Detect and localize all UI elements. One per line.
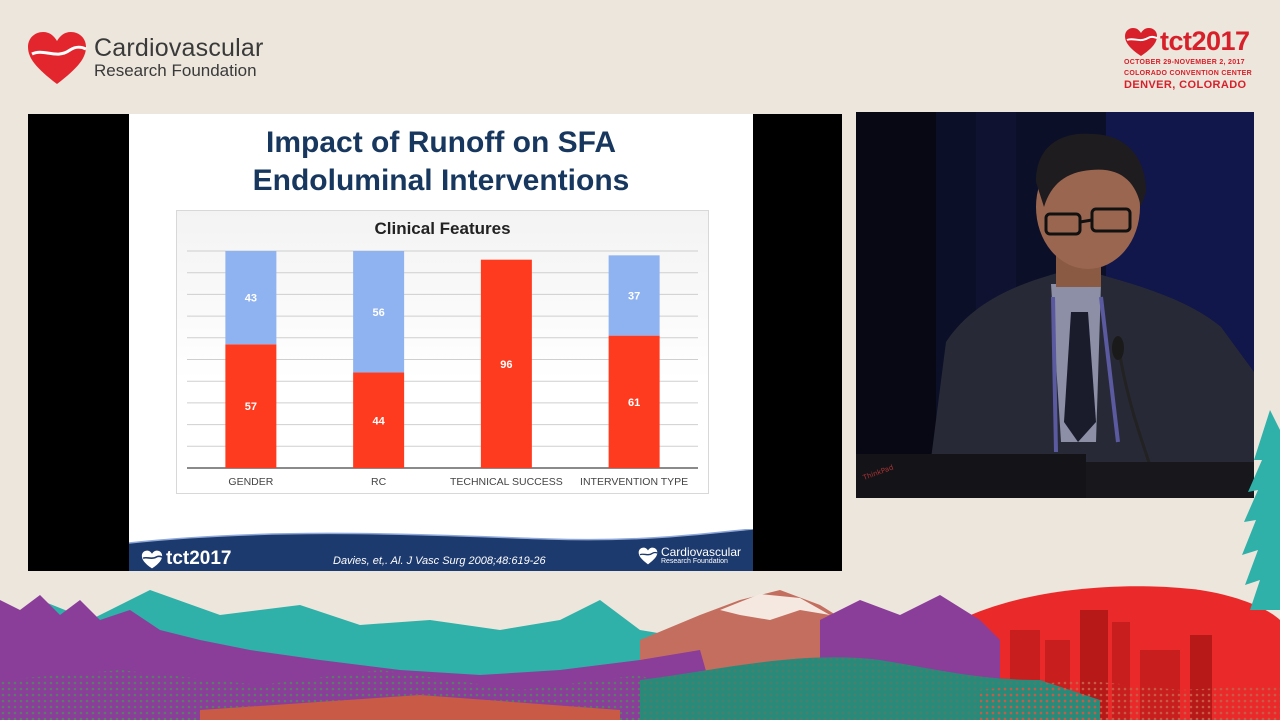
x-tick-label: TECHNICAL SUCCESS: [450, 476, 563, 488]
footer-tct-logo: tct2017: [141, 548, 232, 570]
bar-gender-s0: [225, 344, 277, 468]
tree-decoration: [1242, 410, 1280, 610]
heart-logo-icon: [1125, 27, 1158, 56]
heart-logo-icon: [28, 32, 87, 84]
chart: Clinical Features 57 43 GENDER 44 56 RC 96 TECH…: [176, 210, 709, 494]
footer-crf-line2: Research Foundation: [660, 558, 728, 565]
bar-rc-s0: [353, 372, 405, 468]
footer-wave: [129, 529, 753, 571]
data-label: 43: [245, 293, 257, 305]
tct-venue: COLORADO CONVENTION CENTER: [1124, 69, 1252, 77]
footer-crf-line1: Cardiovascular: [660, 545, 741, 559]
slide-footer: tct2017 Davies, et,. Al. J Vasc Surg 200…: [129, 529, 753, 571]
tct-wordmark: tct2017: [1160, 26, 1250, 56]
data-label: 96: [500, 359, 512, 371]
citation: Davies, et,. Al. J Vasc Surg 2008;48:619…: [333, 555, 546, 567]
slide: Impact of Runoff on SFA Endoluminal Inte…: [129, 114, 753, 571]
x-tick-label: INTERVENTION TYPE: [580, 476, 688, 488]
crf-name-line2: Research Foundation: [94, 61, 257, 81]
data-label: 37: [628, 290, 640, 302]
heart-logo-icon: [141, 550, 163, 568]
bar-intervention-type-s0: [608, 335, 660, 468]
crf-logo: Cardiovascular Research Foundation: [26, 30, 264, 86]
landscape-decoration: [0, 586, 1280, 720]
speaker-video: ThinkPad: [856, 112, 1254, 498]
bar-rc-s1: [353, 251, 405, 373]
chart-plot: 57 43 GENDER 44 56 RC 96 TECHNICAL SUCCESS 61 37 I…: [187, 250, 698, 488]
tct-dates: OCTOBER 29-NOVEMBER 2, 2017: [1124, 59, 1245, 66]
data-label: 57: [245, 401, 257, 413]
bar-intervention-type-s1: [608, 255, 660, 336]
bar-gender-s1: [225, 251, 277, 345]
slide-title-line1: Impact of Runoff on SFA: [266, 126, 616, 159]
x-tick-label: GENDER: [228, 476, 273, 488]
bar-technical-success-s0: [480, 259, 532, 468]
slide-title: Impact of Runoff on SFA Endoluminal Inte…: [129, 124, 753, 200]
footer-tct-wordmark: tct2017: [166, 548, 232, 569]
tct-logo: tct2017 OCTOBER 29-NOVEMBER 2, 2017 COLO…: [1124, 26, 1256, 91]
data-label: 44: [373, 415, 386, 427]
data-label: 61: [628, 397, 640, 409]
x-tick-label: RC: [371, 476, 387, 488]
crf-name-line1: Cardiovascular: [94, 33, 264, 62]
heart-logo-icon: [638, 547, 658, 564]
chart-title: Clinical Features: [374, 219, 511, 238]
footer-crf-logo: Cardiovascular Research Foundation: [638, 546, 741, 565]
slide-title-line2: Endoluminal Interventions: [252, 164, 630, 197]
data-label: 56: [373, 307, 385, 319]
tct-city: DENVER, COLORADO: [1124, 78, 1247, 91]
speaker-image: ThinkPad: [856, 112, 1254, 498]
slide-panel: Impact of Runoff on SFA Endoluminal Inte…: [28, 114, 842, 571]
